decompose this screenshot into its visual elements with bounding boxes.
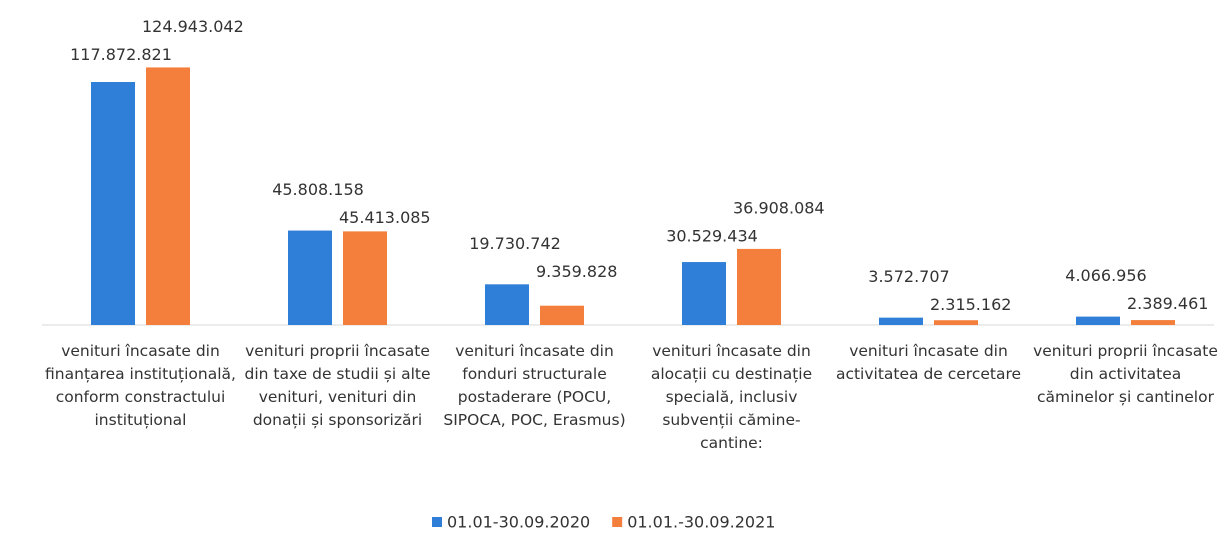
bar xyxy=(682,262,726,325)
bar xyxy=(934,320,978,325)
bar xyxy=(737,248,781,325)
data-label: 36.908.084 xyxy=(733,198,825,217)
legend-label: 01.01.-30.09.2021 xyxy=(627,513,775,532)
bar xyxy=(1076,316,1120,325)
data-label: 30.529.434 xyxy=(666,226,758,245)
legend-swatch xyxy=(612,517,623,527)
bar xyxy=(146,67,190,325)
x-tick-label: venituri încasate din activitatea de cer… xyxy=(835,342,1022,383)
data-label: 45.808.158 xyxy=(272,180,364,199)
data-label: 3.572.707 xyxy=(868,267,949,286)
x-tick-label: venituri proprii încasate din activitate… xyxy=(1033,342,1218,406)
data-label: 4.066.956 xyxy=(1065,266,1146,285)
bar xyxy=(879,317,923,325)
bar xyxy=(485,284,529,325)
data-label: 19.730.742 xyxy=(469,234,561,253)
data-label: 45.413.085 xyxy=(339,208,431,227)
data-label: 117.872.821 xyxy=(70,45,172,64)
x-tick-label: venituri încasate din alocații cu destin… xyxy=(650,342,813,452)
data-label: 9.359.828 xyxy=(536,262,617,281)
bar xyxy=(1131,320,1175,325)
bar xyxy=(343,231,387,325)
x-tick-label: venituri încasate din fonduri structural… xyxy=(443,342,626,429)
legend-swatch xyxy=(432,517,442,527)
data-label: 124.943.042 xyxy=(142,17,244,36)
bar xyxy=(288,230,332,325)
legend-label: 01.01-30.09.2020 xyxy=(447,513,590,532)
x-tick-label: venituri proprii încasate din taxe de st… xyxy=(244,342,431,429)
x-tick-label: venituri încasate din finanțarea institu… xyxy=(45,342,236,429)
bar xyxy=(91,82,135,326)
bar xyxy=(540,305,584,325)
data-label: 2.315.162 xyxy=(930,295,1011,314)
data-label: 2.389.461 xyxy=(1127,294,1208,313)
